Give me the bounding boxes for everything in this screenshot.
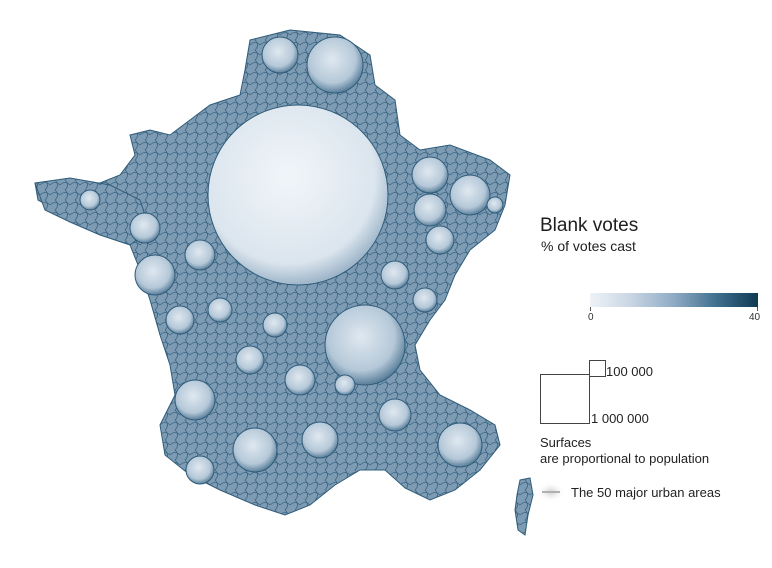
urban-area-symbol [537,482,565,502]
scale-max-label: 40 [749,312,761,323]
urban-area-cell [486,196,504,214]
urban-area-cell [425,225,455,255]
urban-area-cell [437,422,483,468]
size-square-small [589,360,606,377]
urban-area-cell [449,174,491,216]
urban-area-cell [334,374,356,396]
urban-area-cell [134,254,176,296]
urban-area-cell [232,427,278,473]
urban-area-cell [184,239,216,271]
urban-area-cell [378,398,412,432]
urban-areas-label: The 50 major urban areas [571,485,721,500]
urban-area-cell [165,305,195,335]
urban-area-cell [185,455,215,485]
size-large-label: 1 000 000 [591,411,649,426]
size-note-line1: Surfaces [540,435,592,450]
size-square-large [540,374,590,424]
scale-tick-max [757,307,758,311]
urban-area-cell [413,193,447,227]
urban-area-cell [207,297,233,323]
urban-area-cell [235,345,265,375]
urban-area-cell [174,379,216,421]
urban-area-cell [380,260,410,290]
urban-area-cell [411,156,449,194]
urban-area-cell [79,189,101,211]
urban-area-cell [207,104,389,286]
urban-area-cell [261,36,299,74]
color-scale-ramp [590,293,758,307]
urban-area-cell [284,364,316,396]
urban-area-cell [129,212,161,244]
urban-area-cell [306,36,364,94]
urban-area-cell [262,312,288,338]
urban-area-cell [301,421,339,459]
scale-tick-min [590,307,591,311]
size-note-line2: are proportional to population [540,451,710,466]
scale-min-label: 0 [588,312,594,323]
legend-subtitle: % of votes cast [541,238,636,254]
urban-area-cells [79,36,504,485]
size-small-label: 100 000 [606,364,653,379]
urban-area-cell [412,287,438,313]
corsica [514,477,534,536]
urban-area-cell [324,304,406,386]
legend-title: Blank votes [540,215,639,236]
